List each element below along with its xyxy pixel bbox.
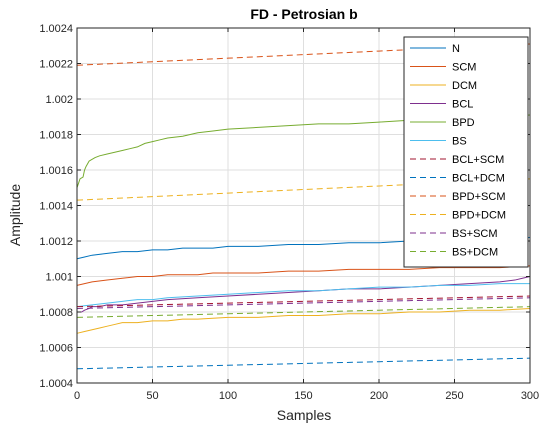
legend-label: BCL+DCM [452,173,505,185]
y-axis: 1.0004 1.0006 1.0008 1.001 1.0012 1.0014 1.001… [39,23,530,390]
y-tick-label: 1.0014 [39,201,73,213]
legend-label: DCM [452,80,477,92]
x-tick-label: 200 [370,390,388,402]
legend-label: SCM [452,62,476,74]
legend: N SCM DCM BCL BPD BS BCL+SCM BCL+DCM BPD+SCM BPD+… [403,36,529,268]
legend-label: BPD+DCM [452,210,506,222]
legend-label: BPD+SCM [452,191,506,203]
legend-label: BS [452,136,467,148]
chart-title: FD - Petrosian b [250,6,357,22]
y-tick-label: 1.0006 [39,343,73,355]
legend-box [403,36,529,268]
legend-label: N [452,43,460,55]
y-tick-label: 1.001 [45,272,73,284]
x-tick-label: 300 [521,390,539,402]
y-tick-label: 1.0018 [39,130,73,142]
y-axis-label: Amplitude [7,184,23,246]
x-tick-label: 0 [74,390,80,402]
series-line-bpd-scm [76,43,531,66]
series-line-scm [76,265,531,286]
series-line-bcl-dcm [76,357,531,370]
y-tick-label: 1.0024 [39,23,73,35]
series-line-dcm [76,307,531,334]
y-tick-label: 1.0012 [39,236,73,248]
legend-label: BS+SCM [452,228,498,240]
y-tick-label: 1.002 [45,94,73,106]
legend-label: BCL [452,99,473,111]
x-tick-label: 100 [219,390,237,402]
y-tick-label: 1.0004 [39,378,73,390]
legend-label: BS+DCM [452,247,498,259]
y-tick-label: 1.0016 [39,165,73,177]
series-line-bpd [76,114,531,188]
x-tick-label: 250 [445,390,463,402]
series-line-bs-dcm [76,306,531,318]
legend-label: BPD [452,117,475,129]
series-line-bs-scm [76,297,531,309]
series-line-bpd-dcm [76,178,531,201]
x-axis: 0 50 100 150 200 250 300 [74,28,539,402]
series-line-bcl-scm [76,295,531,308]
legend-label: BCL+SCM [452,154,504,166]
x-axis-label: Samples [277,407,331,423]
series-line-bs [76,283,530,308]
y-tick-label: 1.0008 [39,307,73,319]
x-tick-label: 50 [146,390,158,402]
series-layer [76,43,531,370]
y-tick-label: 1.0022 [39,59,73,71]
x-tick-label: 150 [294,390,312,402]
